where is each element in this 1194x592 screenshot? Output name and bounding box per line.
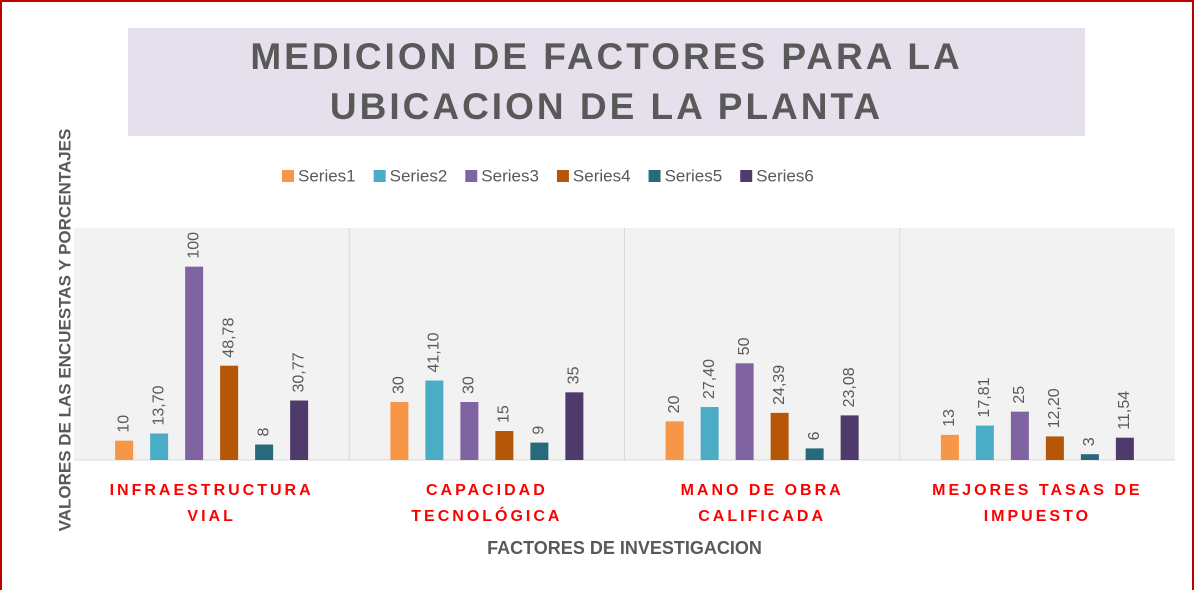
x-tick-label: MEJORES TASAS DE IMPUESTO — [932, 482, 1143, 525]
bar — [665, 421, 684, 460]
legend-swatch — [465, 170, 478, 182]
bar — [290, 400, 309, 460]
legend-label: Series3 — [481, 166, 539, 185]
bar — [425, 380, 444, 460]
data-label: 25 — [1011, 386, 1028, 404]
data-label: 50 — [736, 337, 753, 355]
data-label: 35 — [566, 366, 583, 384]
bar — [805, 448, 824, 460]
legend-label: Series4 — [573, 166, 631, 185]
data-label: 100 — [185, 232, 202, 259]
data-label: 30,77 — [290, 352, 307, 392]
legend-swatch — [373, 170, 386, 182]
x-axis-title: FACTORES DE INVESTIGACION — [487, 538, 762, 558]
data-label: 17,81 — [976, 377, 993, 417]
legend-label: Series5 — [665, 166, 723, 185]
bar — [115, 440, 134, 460]
data-label: 30 — [461, 376, 478, 394]
bar — [495, 431, 514, 460]
data-label: 48,78 — [220, 318, 237, 358]
data-label: 30 — [391, 376, 408, 394]
bar — [840, 415, 859, 460]
bar — [1115, 437, 1134, 460]
data-label: 27,40 — [701, 359, 718, 399]
legend-label: Series2 — [390, 166, 448, 185]
bar — [770, 412, 789, 460]
bar — [1080, 454, 1099, 460]
data-label: 9 — [531, 426, 548, 435]
data-label: 12,20 — [1046, 388, 1063, 428]
legend-swatch — [648, 170, 661, 182]
bar — [530, 442, 549, 460]
bar — [390, 402, 409, 460]
legend-swatch — [556, 170, 569, 182]
data-label: 11,54 — [1116, 391, 1133, 430]
bar — [150, 433, 169, 460]
bar — [975, 425, 994, 460]
data-label: 20 — [666, 395, 683, 413]
x-tick-label: CAPACIDAD TECNOLÓGICA — [411, 482, 563, 525]
data-label: 13,70 — [150, 385, 167, 425]
legend-label: Series1 — [298, 166, 356, 185]
bar — [1045, 436, 1064, 460]
bar — [700, 407, 719, 460]
bar — [735, 363, 754, 460]
data-label: 6 — [806, 431, 823, 440]
legend-label: Series6 — [756, 166, 814, 185]
data-label: 41,10 — [426, 332, 443, 372]
bar — [460, 402, 479, 460]
bar — [255, 444, 274, 460]
data-label: 8 — [255, 428, 272, 437]
data-label: 23,08 — [841, 367, 858, 407]
bar — [185, 266, 204, 460]
x-tick-label: INFRAESTRUCTURA VIAL — [109, 482, 314, 525]
bar — [220, 365, 239, 460]
bar — [565, 392, 584, 460]
data-label: 13 — [941, 409, 958, 427]
bar — [1010, 411, 1029, 460]
data-label: 3 — [1081, 437, 1098, 446]
chart-title: MEDICION DE FACTORES PARA LA UBICACION D… — [128, 28, 1085, 136]
data-label: 10 — [115, 415, 132, 433]
x-tick-label: MANO DE OBRA CALIFICADA — [680, 482, 844, 525]
y-axis-title: VALORES DE LAS ENCUESTAS Y PORCENTAJES — [55, 129, 74, 532]
data-label: 15 — [496, 405, 513, 423]
legend-swatch — [282, 170, 294, 182]
legend-swatch — [740, 170, 753, 182]
data-label: 24,39 — [771, 365, 788, 405]
bar — [940, 434, 959, 460]
